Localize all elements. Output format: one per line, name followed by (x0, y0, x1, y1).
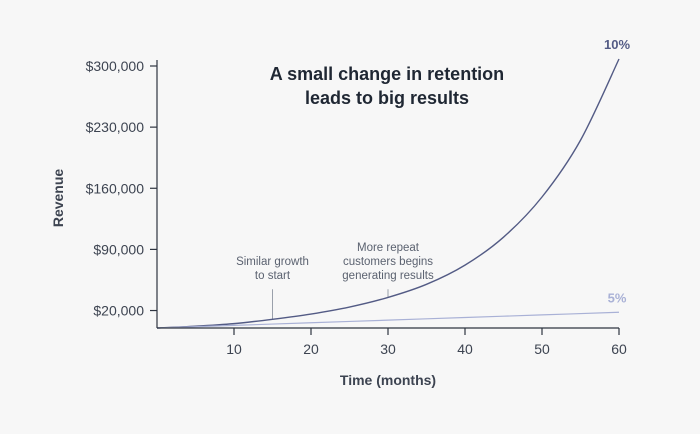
chart-title-line-1: A small change in retention (270, 64, 504, 84)
series-line-5pct (156, 311, 620, 329)
y-tick-label: $90,000 (93, 241, 144, 257)
annotation-layer: Similar growth to start More repeat custome… (236, 242, 434, 320)
annotation-text-line: to start (255, 270, 291, 282)
annotation-text-line: More repeat (357, 242, 420, 254)
y-tick-label: $230,000 (86, 119, 145, 135)
x-tick-label: 60 (611, 341, 627, 357)
x-axis-title: Time (months) (340, 372, 436, 388)
x-tick-label: 50 (534, 341, 550, 357)
x-tick-label: 20 (303, 341, 319, 357)
series-label-5pct: 5% (608, 290, 627, 305)
x-axis-ticks: 10 20 30 40 50 60 (226, 328, 627, 357)
y-tick-label: $20,000 (93, 303, 144, 319)
annotation-text-line: customers begins (343, 256, 433, 268)
x-tick-label: 30 (380, 341, 396, 357)
annotation-text-line: Similar growth (236, 256, 309, 268)
series-label-10pct: 10% (604, 37, 630, 52)
x-tick-label: 40 (457, 341, 473, 357)
y-tick-label: $300,000 (86, 58, 145, 74)
y-axis-title: Revenue (50, 169, 66, 228)
y-tick-label: $160,000 (86, 180, 145, 196)
chart-title-line-2: leads to big results (305, 88, 469, 108)
series-line-10pct (156, 58, 620, 329)
y-axis-ticks: $20,000 $90,000 $160,000 $230,000 $300,000 (86, 58, 157, 319)
series-layer (156, 58, 620, 329)
series-label-layer: 10% 5% (604, 37, 630, 305)
x-tick-label: 10 (226, 341, 242, 357)
annotation-text-line: generating results (342, 270, 434, 282)
